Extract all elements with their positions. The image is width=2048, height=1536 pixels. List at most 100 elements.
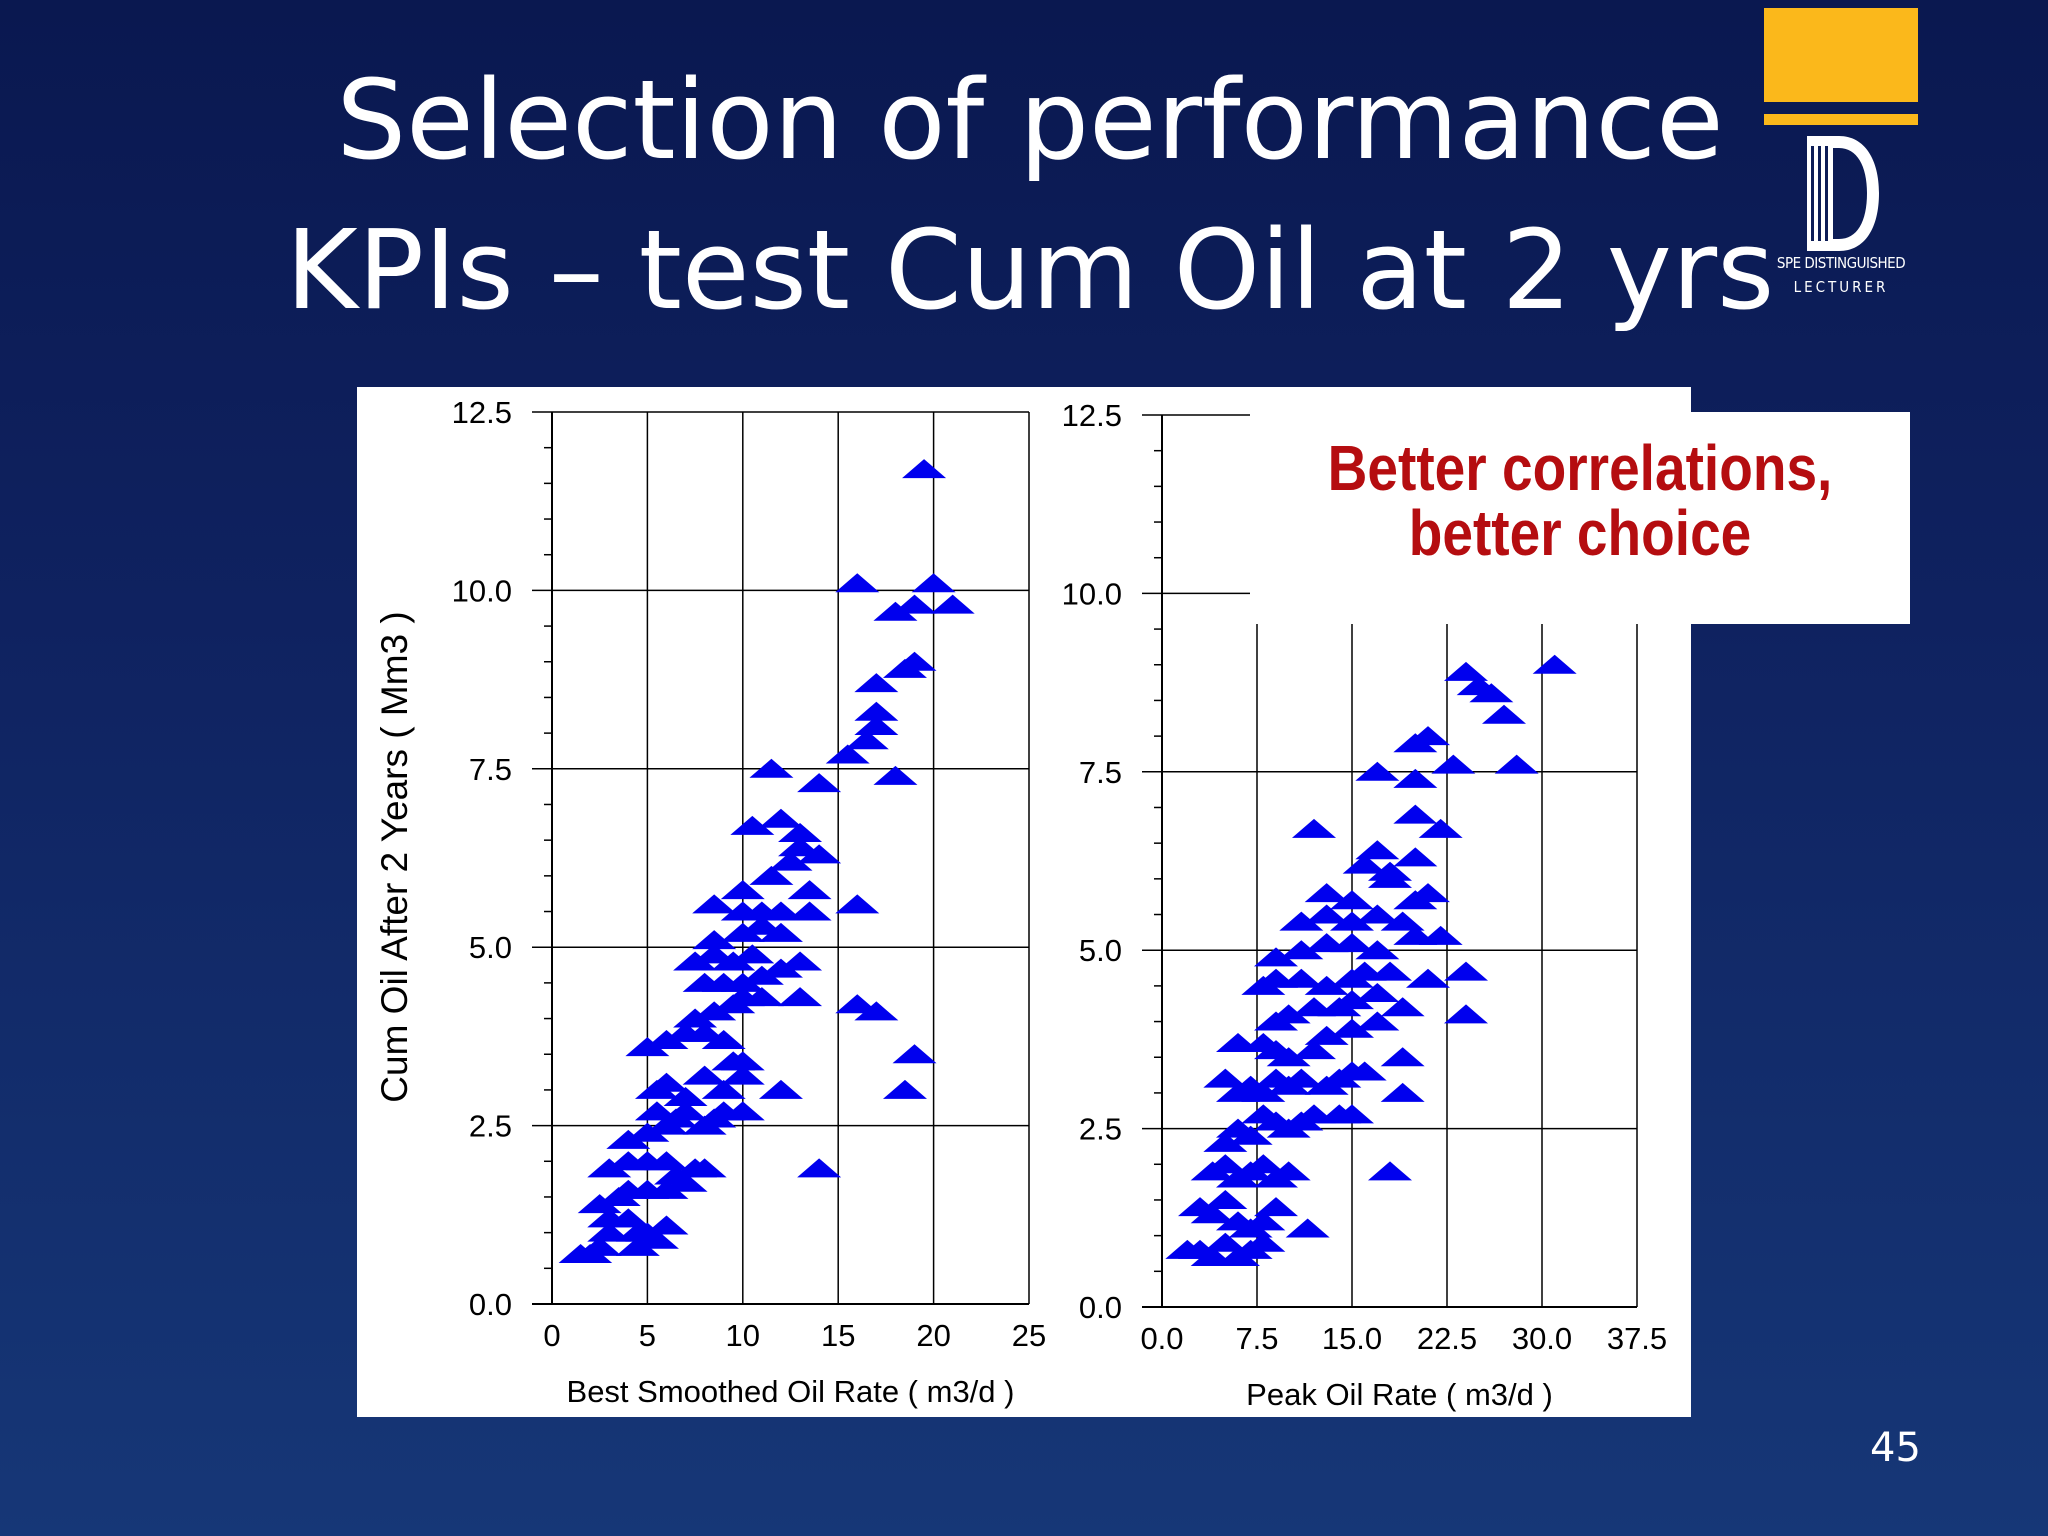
x-axis-label: Best Smoothed Oil Rate ( m3/d )	[567, 1374, 1015, 1409]
data-point	[873, 765, 918, 785]
data-point	[1304, 904, 1349, 924]
data-point	[749, 758, 794, 778]
x-tick-label: 5	[639, 1318, 656, 1353]
data-point	[778, 987, 823, 1007]
data-point	[1190, 1204, 1235, 1224]
data-point	[1330, 933, 1374, 953]
data-point	[1304, 975, 1349, 995]
data-point	[911, 573, 956, 593]
x-tick-label: 7.5	[1235, 1321, 1278, 1356]
data-point	[720, 1065, 765, 1085]
data-point	[1469, 683, 1514, 703]
data-point	[1431, 754, 1476, 774]
data-point	[644, 1151, 689, 1171]
y-tick-label: 10.0	[1062, 576, 1122, 611]
chart-peak-oil-rate: 0.0 7.5 15.0 22.5 30.0 37.5 0.0 2.5 5.0 7.5 10.0 12…	[1062, 398, 1668, 1412]
logo-gold-block	[1764, 8, 1918, 102]
data-point	[1380, 1047, 1425, 1067]
data-point	[797, 1158, 842, 1178]
logo-line-2: LECTURER	[1793, 278, 1889, 296]
data-point	[692, 930, 737, 950]
data-point	[1406, 968, 1450, 988]
x-tick-label: 10	[726, 1318, 760, 1353]
data-point	[730, 815, 775, 835]
data-point	[1418, 925, 1463, 945]
y-tick-label: 12.5	[1062, 398, 1122, 433]
spe-distinguished-lecturer-logo: SPE DISTINGUISHED LECTURER	[1762, 8, 1920, 298]
data-point	[663, 1172, 708, 1192]
data-point	[1393, 804, 1438, 824]
data-point	[644, 1072, 689, 1092]
data-point	[835, 894, 880, 914]
y-tick-label: 2.5	[1079, 1112, 1122, 1147]
data-point	[1368, 1161, 1412, 1181]
data-point	[1418, 818, 1463, 838]
x-axis-label: Peak Oil Rate ( m3/d )	[1246, 1377, 1553, 1412]
data-point	[758, 922, 803, 942]
scatter-charts: 0 5 10 15 20 25 0.0 2.5 5.0 7.5 10.0 12.5 Best Smoot…	[374, 395, 1668, 1412]
y-tick-label: 7.5	[469, 752, 512, 787]
data-point	[1203, 1189, 1248, 1209]
data-point	[854, 701, 899, 721]
data-point	[606, 1208, 651, 1228]
data-point	[720, 1101, 765, 1121]
data-point	[825, 744, 870, 764]
data-point	[1292, 818, 1336, 838]
data-point	[1330, 890, 1374, 910]
data-point	[1330, 1018, 1374, 1038]
data-point	[1380, 911, 1425, 931]
data-point	[882, 1079, 927, 1099]
title-line-1: Selection of performance	[336, 56, 1724, 184]
y-tick-label: 5.0	[469, 930, 512, 965]
data-point	[634, 1229, 679, 1249]
logo-line-1: SPE DISTINGUISHED	[1776, 254, 1906, 272]
data-point	[663, 1087, 708, 1107]
data-point	[1241, 1154, 1286, 1174]
data-point	[1266, 1161, 1311, 1181]
data-point	[1292, 1040, 1336, 1060]
data-point	[758, 808, 803, 828]
data-point	[1279, 940, 1324, 960]
y-tick-label: 2.5	[469, 1109, 512, 1144]
pillar-d-icon	[1807, 136, 1879, 251]
data-point	[1254, 947, 1298, 967]
y-tick-label: 0.0	[469, 1287, 512, 1322]
y-tick-label: 7.5	[1079, 755, 1122, 790]
data-point	[1241, 1232, 1286, 1252]
data-point	[1355, 983, 1400, 1003]
data-point	[1241, 1211, 1286, 1231]
logo-gold-line	[1764, 114, 1918, 125]
data-point	[1342, 1061, 1387, 1081]
data-point	[730, 944, 775, 964]
data-point	[749, 865, 794, 885]
data-point	[1532, 654, 1577, 674]
data-point	[1279, 1068, 1324, 1088]
data-point	[1355, 840, 1400, 860]
data-point	[739, 987, 784, 1007]
data-point	[1444, 661, 1488, 681]
callout-line-1: Better correlations,	[1327, 432, 1833, 504]
data-point	[1380, 997, 1425, 1017]
data-point	[892, 594, 937, 614]
data-point	[854, 673, 899, 693]
x-tick-label: 15	[821, 1318, 855, 1353]
data-point	[701, 1029, 746, 1049]
data-point	[1330, 911, 1374, 931]
data-point	[1279, 968, 1324, 988]
data-point	[644, 1215, 689, 1235]
data-point	[1406, 883, 1450, 903]
x-tick-label: 0	[543, 1318, 560, 1353]
slide-title: Selection of performance KPIs – test Cum…	[270, 45, 1790, 345]
data-point	[768, 851, 813, 871]
data-point	[1203, 1232, 1248, 1252]
x-tick-label: 20	[916, 1318, 950, 1353]
data-point	[1228, 1125, 1273, 1145]
data-point	[778, 951, 823, 971]
data-point	[577, 1236, 622, 1256]
data-point	[1279, 911, 1324, 931]
data-point	[1304, 883, 1349, 903]
data-point	[1380, 1082, 1425, 1102]
data-point	[587, 1222, 632, 1242]
data-point	[902, 459, 947, 479]
data-point	[758, 1079, 803, 1099]
